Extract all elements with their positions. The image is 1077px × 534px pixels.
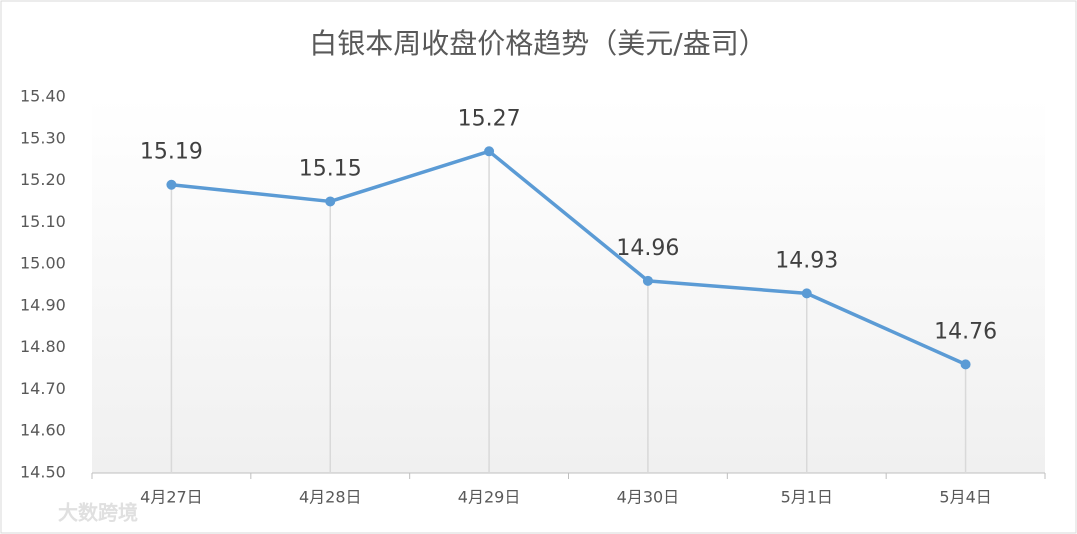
y-tick-label: 15.20 (20, 170, 66, 189)
y-tick-label: 14.90 (20, 295, 66, 314)
point (960, 359, 971, 370)
x-tick-label: 4月28日 (299, 488, 362, 507)
x-tick-label: 4月29日 (458, 488, 521, 507)
watermark: 大数跨境 (58, 501, 138, 525)
point (801, 288, 812, 299)
x-tick-label: 5月1日 (781, 488, 833, 507)
x-tick-label: 4月30日 (617, 488, 680, 507)
y-tick-label: 15.10 (20, 212, 66, 231)
point (484, 146, 495, 157)
x-tick-label: 4月27日 (140, 488, 203, 507)
line (171, 149, 967, 366)
x-tick-label: 5月4日 (939, 488, 991, 507)
y-tick-label: 14.70 (20, 379, 66, 398)
y-tick-label: 14.50 (20, 463, 66, 482)
y-tick-label: 15.30 (20, 128, 66, 147)
data-label: 15.15 (299, 156, 362, 181)
y-tick-label: 15.00 (20, 254, 66, 273)
y-tick-label: 14.80 (20, 337, 66, 356)
point (325, 196, 336, 207)
data-label: 14.76 (934, 319, 997, 344)
data-label: 14.96 (616, 236, 679, 261)
point (166, 179, 177, 190)
data-label: 15.27 (458, 106, 521, 131)
chart-title: 白银本周收盘价格趋势（美元/盎司） (309, 27, 766, 60)
y-tick-label: 15.40 (20, 87, 66, 106)
data-label: 14.93 (775, 248, 838, 273)
data-label: 15.19 (140, 140, 203, 165)
y-tick-label: 14.60 (20, 421, 66, 440)
point (642, 275, 653, 286)
plot-area (92, 97, 1045, 473)
